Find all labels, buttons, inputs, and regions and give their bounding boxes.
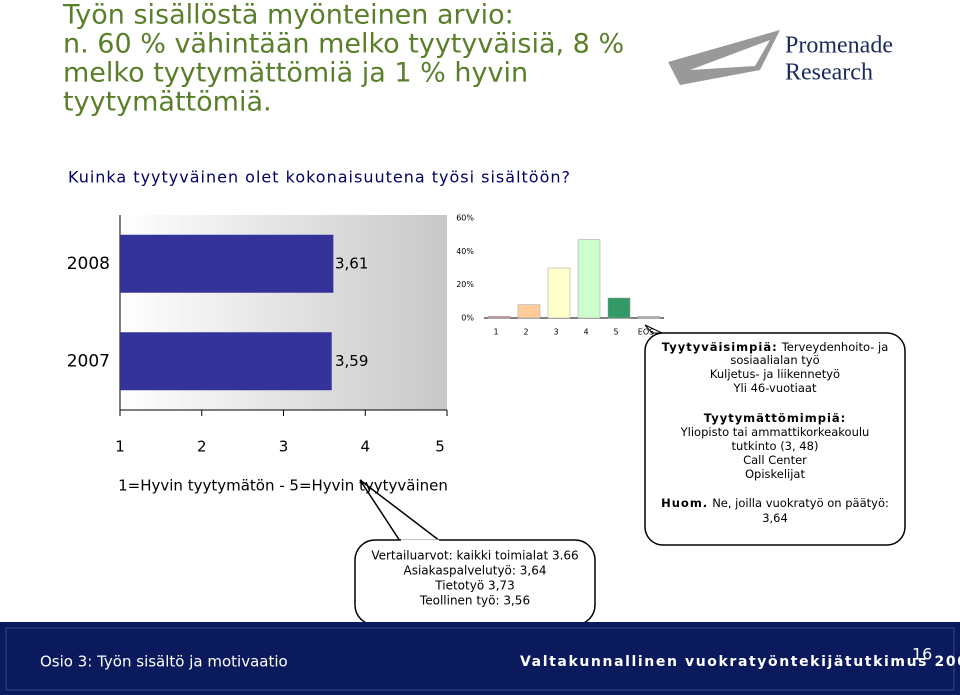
title-line: Työn sisällöstä myönteinen arvio: [62, 0, 514, 31]
question: Kuinka tyytyväinen olet kokonaisuutena t… [68, 168, 571, 187]
note-text: Kuljetus- ja liikennetyö [710, 367, 840, 381]
note-line: Asiakaspalvelutyö: 3,64 [404, 564, 547, 578]
note-line: Teollinen työ: 3,56 [419, 594, 530, 608]
bar [637, 316, 661, 319]
note-heading: Huom. [661, 496, 708, 510]
y-tick-label: 0% [461, 314, 474, 323]
footer-section: Osio 3: Työn sisältö ja motivaatio [40, 653, 288, 671]
x-tick-label: 1 [493, 328, 498, 337]
note-heading: Tyytymättömimpiä: [704, 411, 847, 425]
value-label: 3,59 [335, 352, 368, 370]
note-text: sosiaalialan työ [730, 353, 819, 367]
logo-mark [690, 40, 770, 70]
footer-frame [5, 627, 955, 691]
page-number: 16 [912, 645, 932, 664]
note-line: tutkinto (3, 48) [732, 439, 819, 453]
logo-text: Research [785, 60, 873, 86]
note-line: Tietotyö 3,73 [434, 579, 514, 593]
note-text: Ne, joilla vuokratyö on päätyö: [712, 496, 889, 510]
x-tick-label: EOS [638, 328, 654, 337]
note-line: Yliopisto tai ammattikorkeakoulu [680, 425, 870, 439]
note-line: sosiaalialan työ [730, 353, 819, 367]
title-line: tyytymättömiä. [63, 87, 272, 118]
x-tick-label: 1 [115, 438, 125, 456]
note-text: Call Center [743, 453, 807, 467]
note-line: Call Center [743, 453, 807, 467]
x-tick-label: 3 [279, 438, 289, 456]
note-line: 3,64 [762, 511, 788, 525]
x-tick-label: 3 [553, 328, 558, 337]
note-text: Opiskelijat [745, 467, 805, 481]
callout-box [644, 332, 906, 546]
value-label: 3,61 [335, 254, 368, 272]
bar [607, 297, 631, 319]
x-tick-label: 4 [583, 328, 588, 337]
x-tick-label: 5 [613, 328, 618, 337]
note-text: Terveydenhoito- ja [781, 340, 889, 354]
x-axis-label: 1=Hyvin tyytymätön - 5=Hyvin tyytyväinen [118, 477, 448, 495]
note-text: Yli 46-vuotiaat [733, 381, 817, 395]
note-line: Tyytyväisimpiä: Terveydenhoito- ja [662, 340, 889, 354]
note-line: Tyytymättömimpiä: [704, 411, 847, 425]
bar [517, 304, 541, 319]
callout-tail [644, 324, 663, 334]
y-tick-label: 20% [456, 280, 474, 289]
notes: Tyytyväisimpiä: Terveydenhoito- jasosiaal… [371, 340, 889, 608]
title: Työn sisällöstä myönteinen arvio:n. 60 %… [62, 0, 624, 118]
title-line: n. 60 % vähintään melko tyytyväisiä, 8 % [63, 29, 624, 60]
note-line: Vertailuarvot: kaikki toimialat 3.66 [371, 549, 578, 563]
y-tick-label: 60% [456, 214, 474, 223]
logo: Promenade Research [668, 30, 893, 86]
category-label: 2007 [67, 351, 110, 371]
note-text: tutkinto (3, 48) [732, 439, 819, 453]
x-tick-label: 2 [197, 438, 207, 456]
logo-text: Promenade [785, 33, 893, 59]
bar [487, 316, 511, 319]
bar [120, 234, 334, 293]
bar [120, 332, 332, 391]
footer-study: Valtakunnallinen vuokratyöntekijätutkimu… [520, 654, 960, 670]
footer-band [0, 622, 960, 695]
note-text: Yliopisto tai ammattikorkeakoulu [680, 425, 870, 439]
x-tick-label: 5 [435, 438, 445, 456]
note-line: Huom. Ne, joilla vuokratyö on päätyö: [661, 496, 889, 510]
y-tick-label: 40% [456, 247, 474, 256]
note-text: 3,64 [762, 511, 788, 525]
bar [577, 239, 601, 319]
bar [547, 267, 571, 319]
x-tick-label: 4 [360, 438, 370, 456]
x-tick-label: 2 [523, 328, 528, 337]
note-heading: Tyytyväisimpiä: [662, 340, 778, 354]
note-line: Yli 46-vuotiaat [733, 381, 817, 395]
title-line: melko tyytymättömiä ja 1 % hyvin [63, 58, 528, 89]
category-label: 2008 [67, 254, 110, 274]
note-line: Kuljetus- ja liikennetyö [710, 367, 840, 381]
note-line: Opiskelijat [745, 467, 805, 481]
